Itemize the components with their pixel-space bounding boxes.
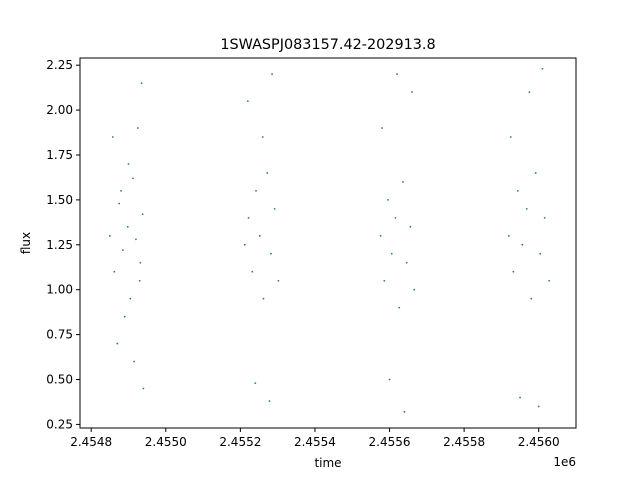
data-point [142,387,145,390]
x-axis-label: time [314,456,341,470]
data-point [528,91,531,94]
x-tick-label: 2.4552 [219,435,261,449]
data-point [530,297,533,300]
x-tick-label: 2.4556 [369,435,411,449]
data-point [129,297,132,300]
data-point [254,382,257,384]
y-tick-label: 0.50 [46,373,73,387]
data-point [111,136,114,138]
data-point [273,207,276,210]
x-tick-label: 2.4558 [443,435,485,449]
x-tick-label: 2.4554 [294,435,336,449]
data-point [116,342,119,345]
data-point [509,136,512,138]
data-point [135,238,137,241]
data-point [246,100,249,103]
data-point [383,279,386,282]
data-point [251,270,254,273]
data-point [118,202,121,205]
data-point [537,405,540,408]
data-point [396,73,398,76]
x-tick-label: 2.4548 [70,435,112,449]
data-point [409,225,412,228]
y-tick-label: 0.75 [46,328,73,342]
data-point [388,378,391,381]
data-point [541,67,544,70]
data-point [108,234,111,237]
data-point [512,270,515,273]
x-tick-label: 2.4560 [518,435,560,449]
y-tick-label: 2.00 [46,103,73,117]
y-tick-label: 1.25 [46,238,73,252]
data-point [126,225,129,228]
x-tick-label: 2.4550 [145,435,187,449]
x-axis-offset-label: 1e6 [553,455,576,469]
data-point [127,163,130,165]
data-point [534,172,537,174]
plot-frame [79,57,577,429]
data-point [394,216,397,219]
data-point [243,243,246,246]
data-points [108,67,551,413]
data-point [138,279,141,282]
data-point [141,213,144,216]
data-point [519,396,521,399]
data-point [139,261,142,264]
data-point [132,177,134,180]
y-tick-label: 0.25 [46,417,73,431]
data-point [525,207,528,210]
y-tick-label: 1.75 [46,148,73,162]
y-tick-label: 1.50 [46,193,73,207]
data-point [121,249,124,252]
chart-title: 1SWASPJ083157.42-202913.8 [220,37,435,53]
data-point [507,234,510,237]
data-point [268,400,271,402]
data-point [379,234,382,237]
data-point [255,190,257,192]
y-axis-label: flux [19,232,33,254]
x-axis-ticks: 2.4548 2.4550 2.4552 2.4554 2.4556 2.4558 2.45… [70,428,560,449]
data-point [261,136,264,138]
data-point [262,297,265,300]
data-point [390,252,393,255]
data-point [113,270,116,273]
data-point [405,261,408,264]
data-point [543,216,546,219]
data-point [270,252,272,255]
data-point [277,279,280,282]
data-point [411,91,413,94]
data-point [539,252,542,255]
data-point [140,82,143,85]
y-axis-ticks: 0.25 0.50 0.75 1.00 1.25 1.50 1.75 2.00 2.25 [46,58,80,431]
data-point [521,243,524,246]
data-point [402,181,404,183]
data-point [136,127,139,129]
data-point [381,127,383,129]
data-point [247,216,250,219]
data-point [548,279,551,282]
data-point [516,190,519,192]
y-tick-label: 1.00 [46,283,73,297]
data-point [387,198,389,201]
y-tick-label: 2.25 [46,58,73,72]
data-point [258,234,261,237]
data-point [413,288,416,291]
data-point [123,315,126,318]
data-point [271,73,273,76]
data-point [403,410,406,413]
data-point [398,306,401,309]
data-point [133,360,135,363]
data-point [266,172,269,174]
data-point [120,190,122,192]
